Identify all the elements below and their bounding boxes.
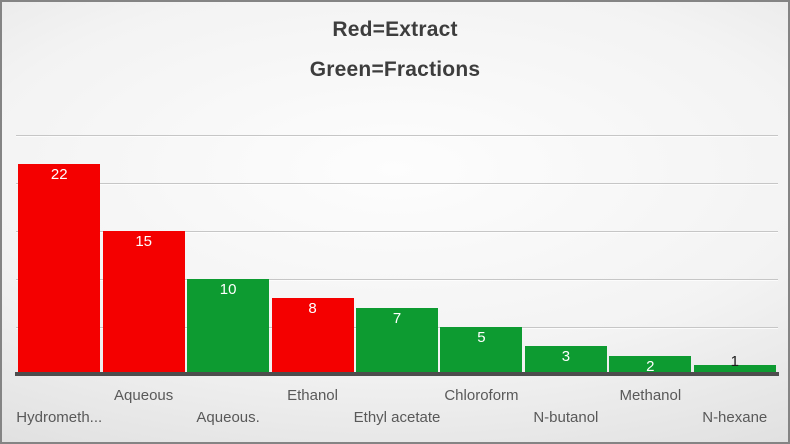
- bar-ethanol: [271, 298, 354, 375]
- gridline: [16, 279, 778, 280]
- bar-chloroform: [440, 327, 523, 375]
- bar-value-label: 2: [646, 357, 655, 375]
- legend-title-green: Green=Fractions: [309, 58, 481, 81]
- legend-title-red: Red=Extract: [332, 18, 458, 41]
- x-tick-label: Aqueous.: [196, 409, 260, 426]
- x-tick-label: N-butanol: [533, 409, 599, 426]
- x-tick-label: Methanol: [619, 387, 682, 404]
- bar-methanol: [609, 355, 692, 375]
- x-tick-label: Hydrometh...: [16, 409, 103, 426]
- bar-value-label: 15: [135, 233, 152, 250]
- gridline: [16, 183, 778, 184]
- gridline: [16, 135, 778, 136]
- bar-value-label: 5: [477, 329, 486, 346]
- bar-hydrometh: [18, 163, 101, 375]
- bar-aqueous: [187, 279, 270, 375]
- bar-value-label: 3: [561, 348, 571, 366]
- bar-value-label: 22: [50, 165, 68, 183]
- x-tick-label: Ethyl acetate: [353, 409, 441, 426]
- bar-n-hexane: [693, 365, 776, 375]
- x-axis-line: [15, 372, 779, 376]
- x-tick-label: Aqueous: [114, 387, 174, 404]
- bar-value-label: 8: [308, 300, 317, 318]
- bar-value-label: 1: [730, 353, 739, 371]
- x-tick-label: Ethanol: [287, 387, 338, 404]
- bar-value-label: 10: [219, 281, 237, 298]
- bar-ethyl-acetate: [356, 307, 438, 375]
- bar-n-butanol: [524, 346, 607, 375]
- x-tick-label: N-hexane: [702, 409, 768, 426]
- gridline: [16, 231, 778, 232]
- bar-value-label: 7: [392, 309, 402, 327]
- bar-aqueous: [102, 231, 185, 375]
- x-tick-label: Chloroform: [444, 387, 519, 404]
